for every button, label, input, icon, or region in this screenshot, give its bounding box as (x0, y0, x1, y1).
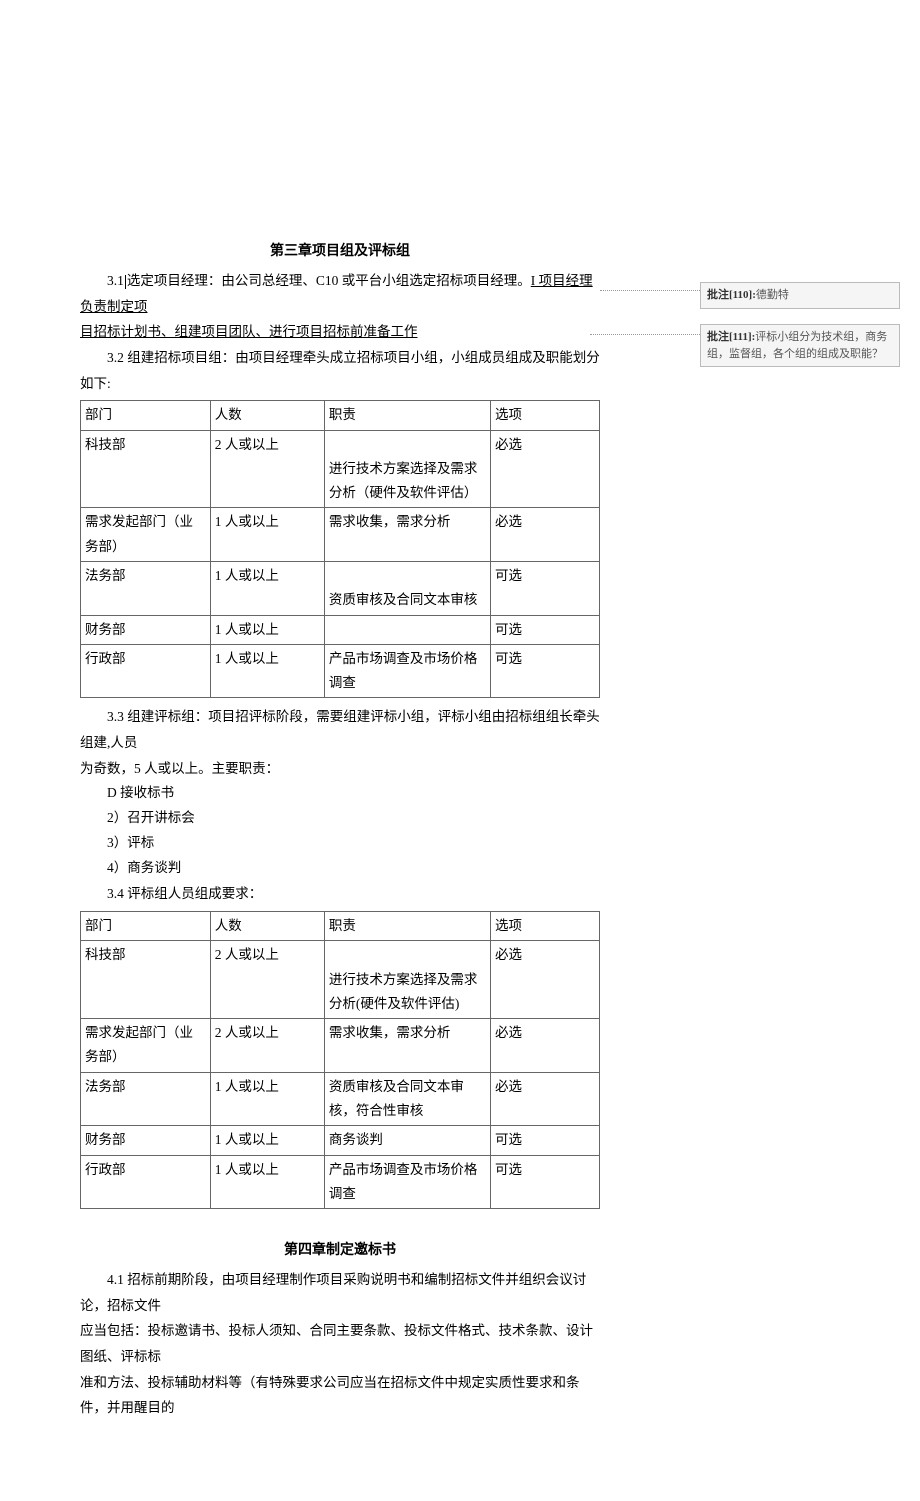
text: 3.1 (107, 273, 124, 288)
text-cursor (125, 275, 126, 289)
para-3-3b: 为奇数，5 人或以上。主要职责： (80, 756, 600, 782)
cell: 2 人或以上 (210, 1019, 324, 1073)
cell: 行政部 (81, 644, 211, 698)
th-duty: 职责 (324, 911, 490, 940)
table-row: 财务部 1 人或以上 商务谈判 可选 (81, 1126, 600, 1155)
cell: 1 人或以上 (210, 615, 324, 644)
comment-connector-2 (590, 334, 700, 335)
cell: 资质审核及合同文本审核，符合性审核 (324, 1072, 490, 1126)
th-dept: 部门 (81, 911, 211, 940)
table-bidding-group: 部门 人数 职责 选项 科技部 2 人或以上 进行技术方案选择及需求分析（硬件及… (80, 400, 600, 698)
para-4-1c: 准和方法、投标辅助材料等（有特殊要求公司应当在招标文件中规定实质性要求和条件，并… (80, 1370, 600, 1421)
list-item: D 接收标书 (80, 781, 600, 806)
cell: 商务谈判 (324, 1126, 490, 1155)
text: 选定项目经理：由公司总经理、C10 或平台小组选定招标项目经理。 (127, 273, 531, 288)
text-underline: 目招标计划书、组建项目团队、进行项目招标前准备工作 (80, 324, 418, 339)
list-item: 2）召开讲标会 (80, 806, 600, 831)
para-4-1a: 4.1 招标前期阶段，由项目经理制作项目采购说明书和编制招标文件并组织会议讨论，… (80, 1267, 600, 1318)
cell: 法务部 (81, 1072, 211, 1126)
comment-label: 批注[110]: (707, 289, 756, 301)
cell: 行政部 (81, 1155, 211, 1209)
para-3-1b: 目招标计划书、组建项目团队、进行项目招标前准备工作 (80, 319, 600, 345)
th-opt: 选项 (491, 911, 600, 940)
cell: 需求发起部门（业务部） (81, 1019, 211, 1073)
cell: 1 人或以上 (210, 1072, 324, 1126)
cell (324, 615, 490, 644)
cell: 1 人或以上 (210, 508, 324, 562)
th-num: 人数 (210, 911, 324, 940)
comment-111[interactable]: 批注[111]:评标小组分为技术组，商务组，监督组，各个组的组成及职能？ (700, 324, 900, 367)
table-header-row: 部门 人数 职责 选项 (81, 911, 600, 940)
th-num: 人数 (210, 401, 324, 430)
table-row: 需求发起部门（业务部） 1 人或以上 需求收集，需求分析 必选 (81, 508, 600, 562)
cell: 科技部 (81, 430, 211, 508)
cell: 可选 (491, 1155, 600, 1209)
cell: 1 人或以上 (210, 561, 324, 615)
para-3-2: 3.2 组建招标项目组：由项目经理牵头成立招标项目小组，小组成员组成及职能划分如… (80, 345, 600, 396)
comment-text: 德勤特 (756, 289, 789, 301)
cell: 2 人或以上 (210, 941, 324, 1019)
cell: 必选 (491, 430, 600, 508)
list-item: 3）评标 (80, 831, 600, 856)
para-3-4: 3.4 评标组人员组成要求： (80, 881, 600, 907)
cell: 需求发起部门（业务部） (81, 508, 211, 562)
cell: 法务部 (81, 561, 211, 615)
th-opt: 选项 (491, 401, 600, 430)
table-eval-group: 部门 人数 职责 选项 科技部 2 人或以上 进行技术方案选择及需求分析(硬件及… (80, 911, 600, 1209)
cell: 产品市场调查及市场价格调查 (324, 644, 490, 698)
th-dept: 部门 (81, 401, 211, 430)
text: 进行技术方案选择及需求分析（硬件及软件评估） (329, 461, 478, 500)
cell: 1 人或以上 (210, 1155, 324, 1209)
document-page: 第三章项目组及评标组 3.1选定项目经理：由公司总经理、C10 或平台小组选定招… (0, 0, 680, 1501)
comment-label: 批注[111]: (707, 331, 755, 343)
cell: 进行技术方案选择及需求分析(硬件及软件评估) (324, 941, 490, 1019)
table-header-row: 部门 人数 职责 选项 (81, 401, 600, 430)
table-row: 财务部 1 人或以上 可选 (81, 615, 600, 644)
chapter3-title: 第三章项目组及评标组 (80, 240, 600, 260)
chapter4-title: 第四章制定邀标书 (80, 1239, 600, 1259)
table-row: 科技部 2 人或以上 进行技术方案选择及需求分析(硬件及软件评估) 必选 (81, 941, 600, 1019)
cell: 必选 (491, 941, 600, 1019)
cell: 必选 (491, 1072, 600, 1126)
cell: 可选 (491, 561, 600, 615)
cell: 需求收集，需求分析 (324, 1019, 490, 1073)
text: 资质审核及合同文本审核 (329, 592, 478, 607)
comment-connector-1 (600, 290, 700, 291)
cell: 产品市场调查及市场价格调查 (324, 1155, 490, 1209)
table-row: 需求发起部门（业务部） 2 人或以上 需求收集，需求分析 必选 (81, 1019, 600, 1073)
list-item: 4）商务谈判 (80, 856, 600, 881)
table-row: 行政部 1 人或以上 产品市场调查及市场价格调查 可选 (81, 1155, 600, 1209)
cell: 需求收集，需求分析 (324, 508, 490, 562)
cell: 可选 (491, 644, 600, 698)
table-row: 科技部 2 人或以上 进行技术方案选择及需求分析（硬件及软件评估） 必选 (81, 430, 600, 508)
text: 进行技术方案选择及需求分析(硬件及软件评估) (329, 972, 478, 1011)
table-row: 法务部 1 人或以上 资质审核及合同文本审核，符合性审核 必选 (81, 1072, 600, 1126)
para-4-1b: 应当包括：投标邀请书、投标人须知、合同主要条款、投标文件格式、技术条款、设计图纸… (80, 1318, 600, 1369)
para-3-3a: 3.3 组建评标组：项目招评标阶段，需要组建评标小组，评标小组由招标组组长牵头组… (80, 704, 600, 755)
cell: 财务部 (81, 615, 211, 644)
cell: 必选 (491, 508, 600, 562)
cell: 进行技术方案选择及需求分析（硬件及软件评估） (324, 430, 490, 508)
cell: 财务部 (81, 1126, 211, 1155)
cell: 1 人或以上 (210, 644, 324, 698)
table-row: 法务部 1 人或以上 资质审核及合同文本审核 可选 (81, 561, 600, 615)
cell: 可选 (491, 615, 600, 644)
cell: 可选 (491, 1126, 600, 1155)
cell: 科技部 (81, 941, 211, 1019)
cell: 2 人或以上 (210, 430, 324, 508)
cell: 必选 (491, 1019, 600, 1073)
th-duty: 职责 (324, 401, 490, 430)
para-3-1: 3.1选定项目经理：由公司总经理、C10 或平台小组选定招标项目经理。I 项目经… (80, 268, 600, 319)
table-row: 行政部 1 人或以上 产品市场调查及市场价格调查 可选 (81, 644, 600, 698)
comment-110[interactable]: 批注[110]:德勤特 (700, 282, 900, 309)
cell: 1 人或以上 (210, 1126, 324, 1155)
cell: 资质审核及合同文本审核 (324, 561, 490, 615)
